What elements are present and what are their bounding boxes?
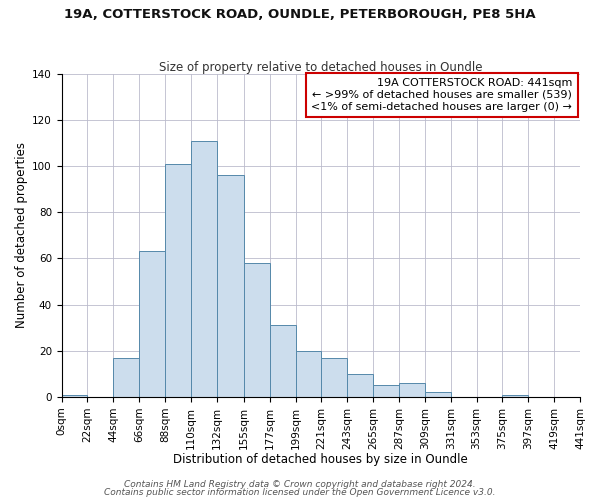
Bar xyxy=(244,263,269,397)
Bar xyxy=(425,392,451,397)
Bar xyxy=(399,383,425,397)
Bar xyxy=(269,326,296,397)
Bar xyxy=(347,374,373,397)
Bar xyxy=(191,140,217,397)
Text: Contains HM Land Registry data © Crown copyright and database right 2024.: Contains HM Land Registry data © Crown c… xyxy=(124,480,476,489)
Text: 19A COTTERSTOCK ROAD: 441sqm
← >99% of detached houses are smaller (539)
<1% of : 19A COTTERSTOCK ROAD: 441sqm ← >99% of d… xyxy=(311,78,572,112)
Bar xyxy=(502,394,528,397)
Text: 19A, COTTERSTOCK ROAD, OUNDLE, PETERBOROUGH, PE8 5HA: 19A, COTTERSTOCK ROAD, OUNDLE, PETERBORO… xyxy=(64,8,536,20)
Y-axis label: Number of detached properties: Number of detached properties xyxy=(15,142,28,328)
Bar xyxy=(113,358,139,397)
Bar xyxy=(62,394,88,397)
Title: Size of property relative to detached houses in Oundle: Size of property relative to detached ho… xyxy=(159,60,482,74)
Text: Contains public sector information licensed under the Open Government Licence v3: Contains public sector information licen… xyxy=(104,488,496,497)
Bar xyxy=(139,252,165,397)
Bar xyxy=(165,164,191,397)
Bar xyxy=(322,358,347,397)
Bar xyxy=(296,351,322,397)
Bar xyxy=(373,386,399,397)
X-axis label: Distribution of detached houses by size in Oundle: Distribution of detached houses by size … xyxy=(173,453,468,466)
Bar xyxy=(217,175,244,397)
